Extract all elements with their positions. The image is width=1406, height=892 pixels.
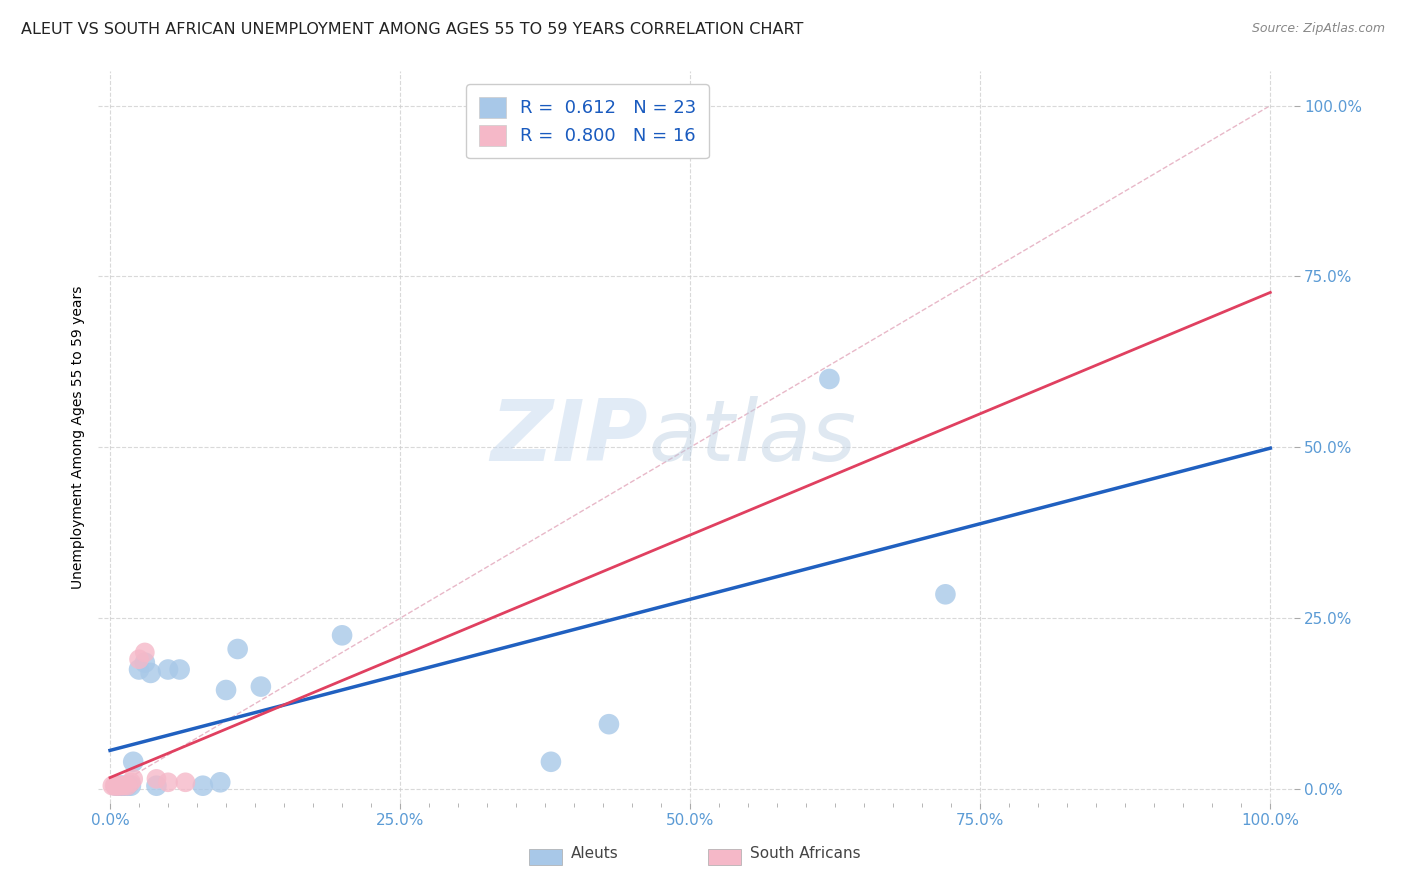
Point (157, 663, 180, 677)
Text: Source: ZipAtlas.com: Source: ZipAtlas.com (1251, 22, 1385, 36)
Point (128, 663, 150, 677)
Point (112, 779, 135, 793)
Legend: R =  0.612   N = 23, R =  0.800   N = 16: R = 0.612 N = 23, R = 0.800 N = 16 (465, 84, 709, 158)
Point (191, 779, 214, 793)
Point (818, 372, 841, 386)
Point (169, 663, 191, 677)
Point (330, 628, 353, 642)
Point (104, 779, 127, 793)
FancyBboxPatch shape (529, 849, 562, 865)
Point (134, 645, 156, 659)
Point (122, 755, 145, 769)
Point (145, 779, 167, 793)
Point (934, 587, 956, 601)
Point (108, 779, 131, 793)
Point (117, 779, 139, 793)
Point (111, 779, 134, 793)
Point (215, 683, 238, 698)
Point (112, 779, 135, 793)
FancyBboxPatch shape (709, 849, 741, 865)
Point (117, 779, 139, 793)
Point (101, 779, 124, 793)
Y-axis label: Unemployment Among Ages 55 to 59 years: Unemployment Among Ages 55 to 59 years (70, 285, 84, 589)
Point (120, 779, 142, 793)
Point (105, 779, 128, 793)
Point (145, 772, 167, 786)
Text: Aleuts: Aleuts (571, 846, 619, 861)
Point (250, 680, 273, 694)
Text: South Africans: South Africans (749, 846, 860, 861)
Point (111, 779, 134, 793)
Point (139, 665, 162, 680)
Point (107, 779, 129, 793)
Text: atlas: atlas (648, 395, 856, 479)
Point (104, 779, 127, 793)
Point (157, 775, 180, 789)
Text: ZIP: ZIP (491, 395, 648, 479)
Point (540, 755, 562, 769)
Point (108, 779, 131, 793)
Point (120, 775, 142, 789)
Text: ALEUT VS SOUTH AFRICAN UNEMPLOYMENT AMONG AGES 55 TO 59 YEARS CORRELATION CHART: ALEUT VS SOUTH AFRICAN UNEMPLOYMENT AMON… (21, 22, 803, 37)
Point (128, 652, 150, 666)
Point (134, 656, 156, 670)
Point (209, 775, 232, 789)
Point (174, 775, 197, 789)
Point (122, 772, 145, 786)
Point (226, 642, 249, 657)
Point (598, 717, 620, 731)
Point (104, 779, 127, 793)
